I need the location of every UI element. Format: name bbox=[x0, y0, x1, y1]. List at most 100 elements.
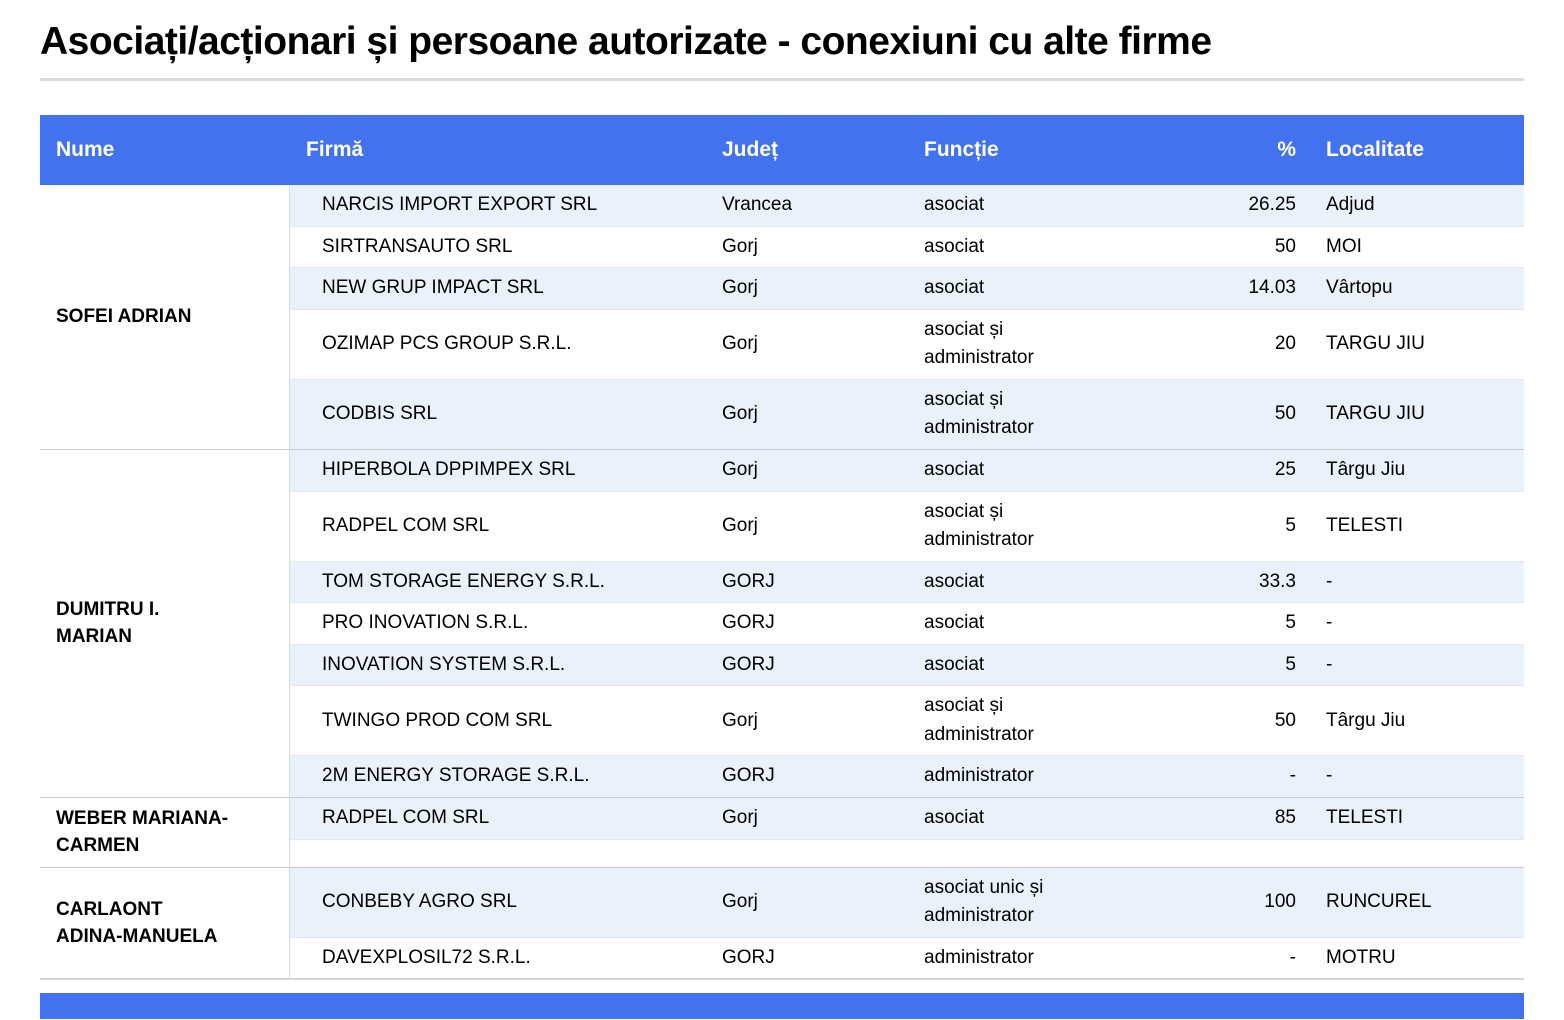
connection-row: CONBEBY AGRO SRL Gorj asociat unic și admi… bbox=[290, 867, 1524, 937]
county-cell: GORJ bbox=[722, 946, 775, 968]
connection-row: NEW GRUP IMPACT SRL Gorj asociat 14.03 Vârto… bbox=[290, 267, 1524, 309]
county-cell: GORJ bbox=[722, 570, 775, 592]
locality-cell: Târgu Jiu bbox=[1326, 459, 1406, 481]
firm-name-cell: 2M ENERGY STORAGE S.R.L. bbox=[322, 765, 590, 787]
role-cell: asociat bbox=[924, 194, 985, 216]
locality-cell: TARGU JIU bbox=[1326, 403, 1425, 425]
connection-row: RADPEL COM SRL Gorj asociat și administrat… bbox=[290, 490, 1524, 561]
group-rows: RADPEL COM SRL Gorj asociat 85 TELESTI bbox=[290, 797, 1524, 867]
role-cell: asociat bbox=[924, 570, 985, 592]
locality-cell: - bbox=[1326, 765, 1333, 787]
firm-name-cell: OZIMAP PCS GROUP S.R.L. bbox=[322, 333, 572, 355]
column-header-localitate: Localitate bbox=[1326, 137, 1425, 161]
connection-row: 2M ENERGY STORAGE S.R.L. GORJ administrato… bbox=[290, 755, 1524, 797]
role-cell: asociat bbox=[924, 277, 985, 299]
county-cell: Gorj bbox=[722, 807, 758, 829]
connection-row: NARCIS IMPORT EXPORT SRL Vrancea asociat 26… bbox=[290, 184, 1524, 226]
percent-cell: 20 bbox=[1274, 333, 1296, 355]
empty-row bbox=[290, 838, 1524, 867]
role-cell: asociat bbox=[924, 653, 985, 675]
associate-group: DUMITRU I. MARIAN HIPERBOLA DPPIMPEX SRL G… bbox=[40, 448, 1524, 797]
percent-cell: 50 bbox=[1274, 403, 1296, 425]
connection-row: INOVATION SYSTEM S.R.L. GORJ asociat 5 - bbox=[290, 643, 1524, 686]
percent-cell: 14.03 bbox=[1248, 277, 1296, 299]
role-cell: asociat și administrator bbox=[924, 318, 1034, 369]
firm-name-cell: RADPEL COM SRL bbox=[322, 807, 490, 829]
percent-cell: 50 bbox=[1274, 235, 1296, 257]
firm-name-cell: CODBIS SRL bbox=[322, 403, 438, 425]
firm-name-cell: NARCIS IMPORT EXPORT SRL bbox=[322, 194, 598, 216]
associate-group: CARLAONT ADINA-MANUELA CONBEBY AGRO SRL Go… bbox=[40, 866, 1524, 979]
connections-table: Nume Firmă Județ Funcție % Localitate SO… bbox=[40, 114, 1524, 981]
locality-cell: RUNCUREL bbox=[1326, 891, 1432, 913]
role-cell: asociat și administrator bbox=[924, 695, 1034, 745]
county-cell: Gorj bbox=[722, 459, 758, 481]
role-cell: administrator bbox=[924, 946, 1034, 968]
county-cell: GORJ bbox=[722, 653, 775, 675]
connection-row: CODBIS SRL Gorj asociat și administrator 50… bbox=[290, 378, 1524, 449]
locality-cell: MOTRU bbox=[1326, 946, 1396, 968]
connection-row: SIRTRANSAUTO SRL Gorj asociat 50 MOI bbox=[290, 225, 1524, 268]
county-cell: Gorj bbox=[722, 277, 758, 299]
group-rows: HIPERBOLA DPPIMPEX SRL Gorj asociat 25 Târgu… bbox=[290, 449, 1524, 797]
column-header-judet: Județ bbox=[722, 137, 779, 161]
connection-row: PRO INOVATION S.R.L. GORJ asociat 5 - bbox=[290, 602, 1524, 644]
percent-cell: 33.3 bbox=[1259, 570, 1296, 592]
locality-cell: - bbox=[1326, 570, 1333, 592]
role-cell: asociat bbox=[924, 807, 985, 829]
firm-name-cell: NEW GRUP IMPACT SRL bbox=[322, 277, 544, 299]
locality-cell: - bbox=[1326, 612, 1333, 634]
firm-name-cell: TOM STORAGE ENERGY S.R.L. bbox=[322, 570, 605, 592]
column-header-firma: Firmă bbox=[306, 137, 364, 161]
county-cell: Gorj bbox=[722, 235, 758, 257]
role-cell: asociat și administrator bbox=[924, 388, 1034, 439]
role-cell: asociat unic și administrator bbox=[924, 876, 1044, 927]
group-rows: NARCIS IMPORT EXPORT SRL Vrancea asociat 26… bbox=[290, 184, 1524, 449]
county-cell: Gorj bbox=[722, 891, 758, 913]
table-header-row: Nume Firmă Județ Funcție % Localitate bbox=[40, 114, 1524, 185]
connection-row: HIPERBOLA DPPIMPEX SRL Gorj asociat 25 Târgu… bbox=[290, 449, 1524, 491]
locality-cell: Târgu Jiu bbox=[1326, 709, 1406, 731]
locality-cell: TELESTI bbox=[1326, 515, 1404, 537]
column-header-functie: Funcție bbox=[924, 137, 999, 161]
percent-cell: 100 bbox=[1264, 891, 1296, 913]
connection-row: OZIMAP PCS GROUP S.R.L. Gorj asociat și ad… bbox=[290, 308, 1524, 379]
firm-name-cell: CONBEBY AGRO SRL bbox=[322, 891, 517, 913]
firm-name-cell: HIPERBOLA DPPIMPEX SRL bbox=[322, 459, 576, 481]
firm-name-cell: RADPEL COM SRL bbox=[322, 515, 490, 537]
percent-cell: - bbox=[1289, 946, 1296, 968]
percent-cell: 26.25 bbox=[1248, 194, 1296, 216]
connection-row: TWINGO PROD COM SRL Gorj asociat și admini… bbox=[290, 685, 1524, 756]
locality-cell: TARGU JIU bbox=[1326, 333, 1425, 355]
locality-cell: Adjud bbox=[1326, 194, 1375, 216]
connection-row: RADPEL COM SRL Gorj asociat 85 TELESTI bbox=[290, 797, 1524, 839]
role-cell: asociat bbox=[924, 612, 985, 634]
connection-row: DAVEXPLOSIL72 S.R.L. GORJ administrator - MO… bbox=[290, 936, 1524, 979]
firm-name-cell: SIRTRANSAUTO SRL bbox=[322, 235, 513, 257]
county-cell: Gorj bbox=[722, 333, 758, 355]
locality-cell: Vârtopu bbox=[1326, 277, 1393, 299]
county-cell: GORJ bbox=[722, 612, 775, 634]
table-body: SOFEI ADRIAN NARCIS IMPORT EXPORT SRL Vran… bbox=[40, 184, 1524, 979]
percent-cell: 5 bbox=[1285, 515, 1296, 537]
role-cell: administrator bbox=[924, 765, 1034, 787]
group-rows: CONBEBY AGRO SRL Gorj asociat unic și admi… bbox=[290, 867, 1524, 979]
next-table-header-partial bbox=[40, 993, 1524, 1020]
page-title: Asociați/acționari și persoane autorizat… bbox=[40, 20, 1524, 81]
county-cell: Gorj bbox=[722, 709, 758, 731]
county-cell: Gorj bbox=[722, 403, 758, 425]
associate-name: SOFEI ADRIAN bbox=[40, 184, 290, 449]
percent-cell: 25 bbox=[1274, 459, 1296, 481]
county-cell: Vrancea bbox=[722, 194, 793, 216]
percent-cell: 5 bbox=[1285, 612, 1296, 634]
firm-name-cell: TWINGO PROD COM SRL bbox=[322, 709, 553, 731]
percent-cell: 50 bbox=[1274, 709, 1296, 731]
connection-row: TOM STORAGE ENERGY S.R.L. GORJ asociat 33.3… bbox=[290, 560, 1524, 603]
county-cell: Gorj bbox=[722, 515, 758, 537]
column-header-percent: % bbox=[1277, 137, 1296, 161]
associate-name: DUMITRU I. MARIAN bbox=[40, 449, 290, 797]
county-cell: GORJ bbox=[722, 765, 775, 787]
associate-name: CARLAONT ADINA-MANUELA bbox=[40, 867, 290, 979]
percent-cell: 85 bbox=[1274, 807, 1296, 829]
